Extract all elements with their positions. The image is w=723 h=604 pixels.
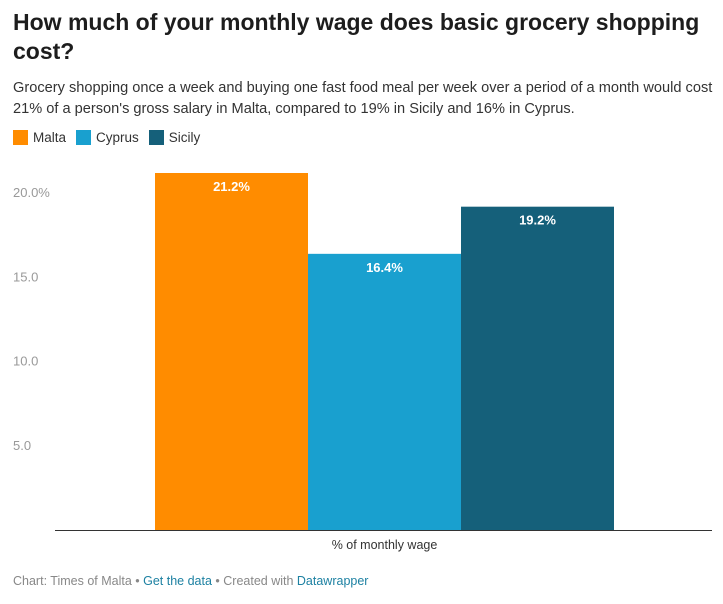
data-label-sicily: 19.2% — [519, 213, 556, 228]
bar-malta — [155, 173, 308, 530]
legend-swatch-malta — [13, 130, 28, 145]
footer-source: Chart: Times of Malta — [13, 574, 132, 588]
y-tick-label: 20.0% — [13, 185, 50, 200]
footer-separator: • — [131, 574, 144, 588]
data-label-cyprus: 16.4% — [366, 260, 403, 275]
legend-label-cyprus: Cyprus — [96, 130, 139, 145]
data-label-malta: 21.2% — [213, 179, 250, 194]
legend-swatch-cyprus — [76, 130, 92, 145]
get-the-data-link[interactable]: Get the data — [143, 574, 212, 588]
legend-swatch-sicily — [148, 130, 164, 145]
chart-subtitle: Grocery shopping once a week and buying … — [13, 80, 713, 117]
legend-label-sicily: Sicily — [168, 130, 201, 145]
datawrapper-link[interactable]: Datawrapper — [296, 574, 369, 588]
legend-item-sicily: Sicily — [148, 130, 201, 145]
bar-sicily — [461, 206, 614, 530]
chart-footer: Chart: Times of Malta • Get the data • C… — [13, 574, 368, 588]
y-tick-label: 10.0 — [13, 354, 38, 369]
legend-label-malta: Malta — [33, 130, 67, 145]
y-tick-label: 15.0 — [13, 269, 38, 284]
legend-item-cyprus: Cyprus — [76, 130, 139, 145]
bar-cyprus — [308, 253, 461, 530]
y-tick-label: 5.0 — [13, 438, 31, 453]
legend-item-malta: Malta — [13, 130, 66, 145]
x-category-label: % of monthly wage — [332, 538, 438, 552]
legend: Malta Cyprus Sicily — [13, 130, 210, 145]
chart-title: How much of your monthly wage does basic… — [13, 9, 700, 64]
footer-created-with: • Created with — [211, 574, 297, 588]
